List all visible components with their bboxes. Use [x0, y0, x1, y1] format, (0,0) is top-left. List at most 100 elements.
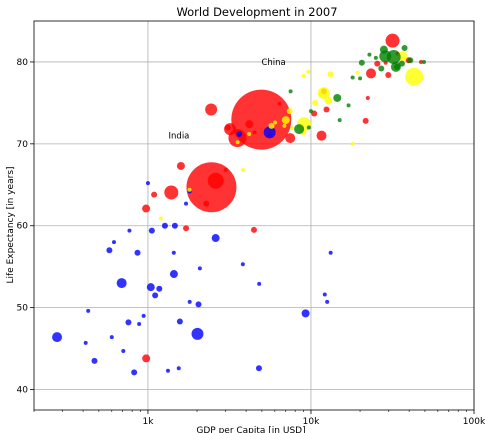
point-africa — [121, 349, 126, 354]
point-africa — [255, 365, 262, 372]
point-americas — [318, 92, 323, 97]
point-europe — [393, 63, 400, 70]
point-americas — [268, 122, 275, 129]
point-africa — [106, 247, 113, 254]
point-africa — [325, 299, 330, 304]
point-americas — [273, 120, 278, 125]
point-asia — [374, 60, 381, 67]
point-asia — [223, 168, 228, 173]
point-africa — [161, 222, 168, 229]
point-africa — [171, 250, 176, 255]
point-europe — [422, 59, 427, 64]
point-asia — [365, 95, 370, 100]
point-europe — [358, 59, 365, 66]
point-africa — [137, 322, 142, 327]
point-africa — [131, 369, 138, 376]
y-tick-label: 50 — [17, 304, 29, 314]
point-asia — [277, 101, 282, 106]
point-asia — [203, 200, 210, 207]
point-americas — [235, 140, 240, 145]
point-americas — [187, 187, 192, 192]
point-americas — [312, 99, 319, 106]
point-africa — [328, 250, 333, 255]
point-asia — [151, 191, 158, 198]
point-europe — [378, 65, 385, 72]
point-asia — [205, 103, 218, 116]
point-africa — [322, 292, 327, 297]
point-asia — [164, 185, 179, 200]
point-africa — [52, 332, 63, 343]
point-africa — [165, 368, 170, 373]
point-asia — [207, 172, 224, 189]
point-africa — [141, 313, 146, 318]
point-africa — [134, 249, 141, 256]
y-axis-label: Life Expectancy [in years] — [6, 166, 16, 283]
point-africa — [176, 318, 183, 325]
point-americas — [355, 70, 360, 75]
point-europe — [333, 93, 342, 102]
y-tick-label: 80 — [17, 58, 29, 68]
point-asia — [224, 124, 231, 131]
x-tick-label: 10k — [303, 417, 320, 427]
point-europe — [367, 52, 372, 57]
y-tick-label: 60 — [17, 222, 29, 232]
y-tick-label: 70 — [17, 140, 29, 150]
point-asia — [285, 133, 296, 144]
point-asia — [245, 120, 254, 129]
point-europe — [358, 76, 363, 81]
point-africa — [195, 301, 202, 308]
point-asia — [385, 33, 400, 48]
point-africa — [184, 201, 189, 206]
point-asia — [316, 130, 327, 141]
point-asia — [385, 72, 392, 79]
point-americas — [158, 216, 163, 221]
point-africa — [240, 262, 245, 267]
point-europe — [398, 60, 405, 67]
point-americas — [301, 73, 306, 78]
point-europe — [306, 125, 311, 130]
point-asia — [183, 225, 190, 232]
point-europe — [337, 118, 342, 123]
point-asia — [419, 59, 424, 64]
annotations: China India — [169, 58, 286, 142]
point-africa — [171, 222, 178, 229]
point-africa — [301, 309, 310, 318]
point-asia — [142, 204, 151, 213]
point-americas — [286, 108, 293, 115]
point-asia — [250, 226, 257, 233]
point-asia — [366, 68, 377, 79]
point-europe — [346, 103, 351, 108]
point-americas — [327, 71, 334, 78]
point-europe — [407, 57, 414, 64]
point-africa — [127, 228, 132, 233]
point-americas — [282, 123, 287, 128]
point-europe — [379, 45, 388, 54]
data-points — [52, 33, 427, 376]
point-americas — [247, 132, 252, 137]
point-africa — [197, 266, 202, 271]
point-asia — [231, 89, 292, 150]
point-africa — [116, 278, 127, 289]
point-asia — [323, 106, 330, 113]
point-asia — [252, 130, 257, 135]
point-americas — [324, 96, 333, 105]
point-africa — [176, 366, 181, 371]
point-europe — [294, 124, 305, 135]
point-africa — [145, 181, 150, 186]
x-axis-label: GDP per Capita [in USD] — [196, 426, 305, 433]
y-tick-label: 40 — [17, 386, 29, 396]
point-africa — [236, 131, 243, 138]
point-africa — [83, 340, 88, 345]
point-americas — [240, 168, 245, 173]
axes: 1k 10k 100k 40 50 60 70 80 — [17, 20, 485, 427]
point-africa — [263, 126, 276, 139]
annotation-label: China — [261, 58, 285, 68]
point-africa — [146, 283, 155, 292]
point-africa — [148, 227, 155, 234]
point-asia — [142, 354, 151, 363]
point-africa — [111, 240, 116, 245]
point-africa — [191, 327, 204, 340]
plot-frame — [33, 20, 475, 411]
point-africa — [169, 270, 178, 279]
